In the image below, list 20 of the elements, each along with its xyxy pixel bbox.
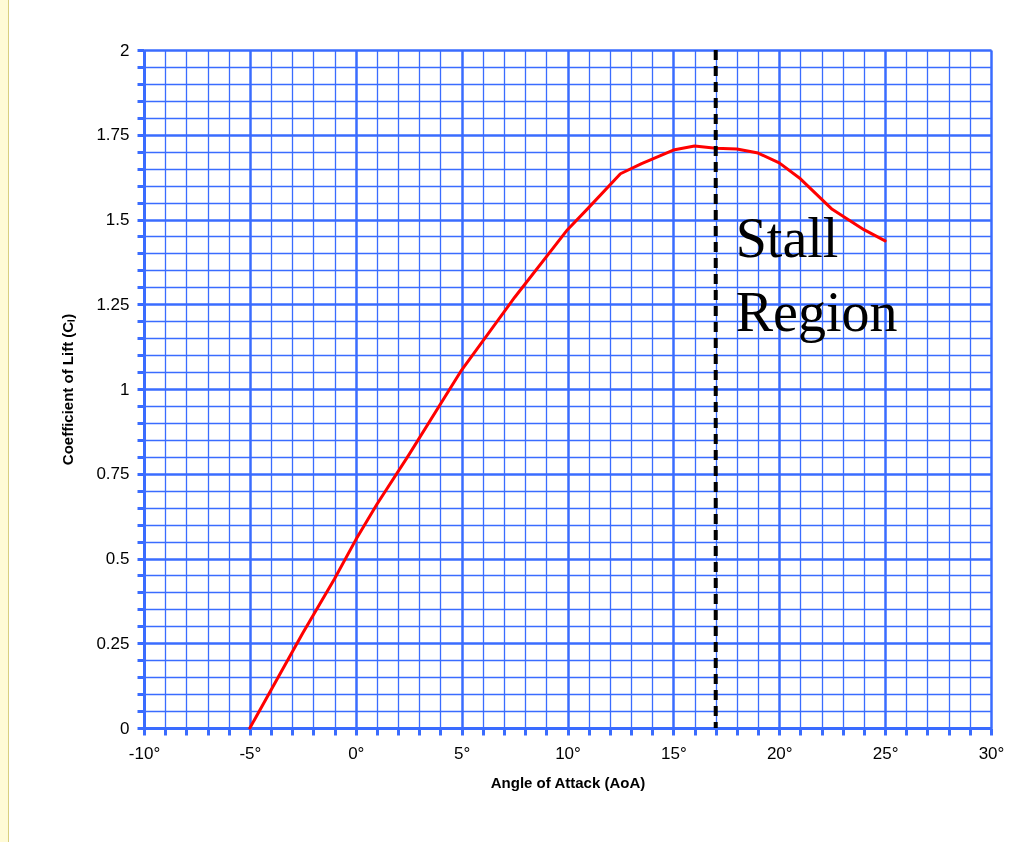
x-axis-title: Angle of Attack (AoA)	[490, 773, 646, 791]
y-tick-label: 2	[120, 40, 130, 60]
y-tick-label: 0.5	[105, 549, 130, 568]
x-tick-label: -10°	[128, 743, 161, 763]
x-tick-label: -5°	[239, 743, 262, 763]
x-tick-label: 15°	[661, 743, 687, 763]
y-tick-label: 0	[120, 718, 130, 738]
x-tick-label: 5°	[453, 743, 471, 763]
x-tick-label: 10°	[555, 743, 581, 763]
y-tick-label: 1.5	[105, 210, 130, 229]
y-tick-label: 0.75	[96, 464, 130, 484]
y-tick-label: 1.75	[96, 125, 130, 145]
y-tick-label: 1.25	[96, 294, 130, 314]
y-axis-title: Coefficient of Lift (Cₗ)	[59, 313, 77, 466]
x-tick-label: 25°	[872, 743, 899, 763]
x-tick-label: 30°	[978, 743, 1005, 763]
x-tick-label: 20°	[766, 743, 793, 763]
x-tick-label: 0°	[348, 743, 365, 763]
y-tick-label: 1	[120, 379, 130, 399]
y-tick-label: 0.25	[96, 633, 130, 653]
